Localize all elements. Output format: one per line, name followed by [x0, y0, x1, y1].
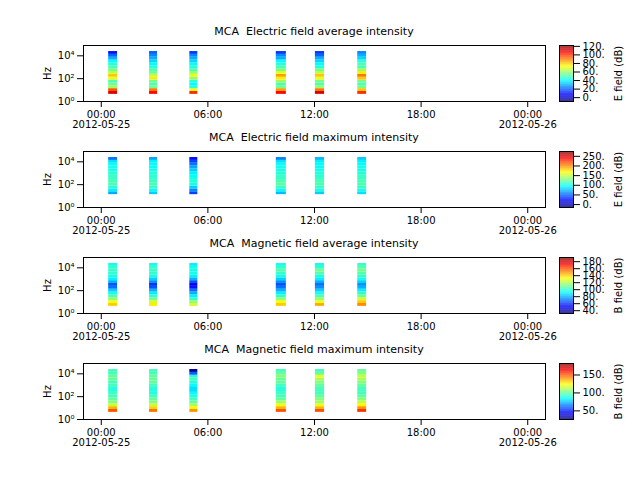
- svg-text:Hz: Hz: [42, 67, 53, 80]
- svg-text:100.: 100.: [583, 179, 605, 190]
- svg-text:100.: 100.: [583, 387, 605, 398]
- svg-text:40.: 40.: [582, 74, 599, 86]
- svg-text:Hz: Hz: [42, 173, 53, 186]
- svg-text:E field (dB): E field (dB): [613, 46, 624, 101]
- svg-text:60.: 60.: [582, 66, 599, 78]
- svg-text:06:00: 06:00: [193, 321, 222, 332]
- svg-text:B field (dB): B field (dB): [613, 258, 624, 314]
- svg-text:Hz: Hz: [42, 385, 53, 398]
- svg-text:160.: 160.: [582, 262, 605, 274]
- svg-text:140.: 140.: [582, 269, 605, 281]
- svg-text:B field (dB): B field (dB): [613, 364, 624, 420]
- svg-text:18:00: 18:00: [407, 215, 436, 226]
- svg-text:0.: 0.: [583, 199, 593, 210]
- svg-text:00:002012-05-25: 00:002012-05-25: [72, 427, 130, 448]
- svg-text:00:002012-05-26: 00:002012-05-26: [499, 109, 557, 130]
- svg-text:10²: 10²: [58, 285, 75, 296]
- svg-text:0.: 0.: [582, 91, 592, 103]
- html-text:MCA Electric field average int: MCA Electric field average intensity: [214, 25, 414, 38]
- svg-text:18:00: 18:00: [407, 109, 436, 120]
- svg-text:00:002012-05-26: 00:002012-05-26: [499, 215, 557, 236]
- html-text:MCA Electric field maximum int: MCA Electric field maximum intensity: [209, 131, 419, 144]
- svg-text:10⁰: 10⁰: [58, 308, 75, 319]
- svg-text:80.: 80.: [582, 290, 599, 302]
- svg-text:10⁴: 10⁴: [58, 50, 75, 61]
- svg-text:10⁰: 10⁰: [58, 96, 75, 107]
- svg-text:12:00: 12:00: [300, 109, 329, 120]
- svg-text:10⁰: 10⁰: [58, 414, 75, 425]
- svg-text:E field (dB): E field (dB): [613, 152, 624, 207]
- svg-text:00:002012-05-26: 00:002012-05-26: [499, 427, 557, 448]
- svg-text:120.: 120.: [583, 41, 605, 52]
- svg-text:100.: 100.: [582, 283, 605, 295]
- svg-text:180.: 180.: [583, 256, 605, 267]
- svg-text:06:00: 06:00: [193, 427, 222, 438]
- svg-text:10⁴: 10⁴: [58, 156, 75, 167]
- html-text:MCA Magnetic field maximum int: MCA Magnetic field maximum intensity: [204, 343, 424, 356]
- svg-text:40.: 40.: [582, 304, 599, 316]
- svg-text:Hz: Hz: [42, 279, 53, 292]
- svg-text:150.: 150.: [583, 170, 605, 181]
- svg-text:00:002012-05-25: 00:002012-05-25: [72, 321, 130, 342]
- svg-text:12:00: 12:00: [300, 427, 329, 438]
- html-text:MCA Magnetic field average int: MCA Magnetic field average intensity: [209, 237, 419, 250]
- svg-text:10⁴: 10⁴: [58, 262, 75, 273]
- svg-text:00:002012-05-25: 00:002012-05-25: [72, 109, 130, 130]
- svg-text:06:00: 06:00: [193, 215, 222, 226]
- svg-text:12:00: 12:00: [300, 215, 329, 226]
- svg-text:150.: 150.: [583, 369, 605, 380]
- svg-text:18:00: 18:00: [407, 321, 436, 332]
- svg-text:10²: 10²: [58, 73, 75, 84]
- svg-text:10⁰: 10⁰: [58, 202, 75, 213]
- svg-text:10²: 10²: [58, 391, 75, 402]
- svg-text:12:00: 12:00: [300, 321, 329, 332]
- svg-text:100.: 100.: [582, 49, 605, 61]
- svg-text:00:002012-05-25: 00:002012-05-25: [72, 215, 130, 236]
- svg-text:80.: 80.: [582, 57, 599, 69]
- svg-text:00:002012-05-26: 00:002012-05-26: [499, 321, 557, 342]
- svg-text:10²: 10²: [58, 179, 75, 190]
- svg-text:06:00: 06:00: [193, 109, 222, 120]
- svg-text:200.: 200.: [583, 160, 605, 171]
- svg-text:50.: 50.: [583, 405, 599, 416]
- svg-text:50.: 50.: [583, 189, 599, 200]
- svg-text:20.: 20.: [582, 83, 599, 95]
- svg-text:18:00: 18:00: [407, 427, 436, 438]
- svg-text:10⁴: 10⁴: [58, 368, 75, 379]
- svg-text:250.: 250.: [583, 151, 605, 162]
- svg-text:120.: 120.: [582, 276, 605, 288]
- svg-text:60.: 60.: [582, 297, 599, 309]
